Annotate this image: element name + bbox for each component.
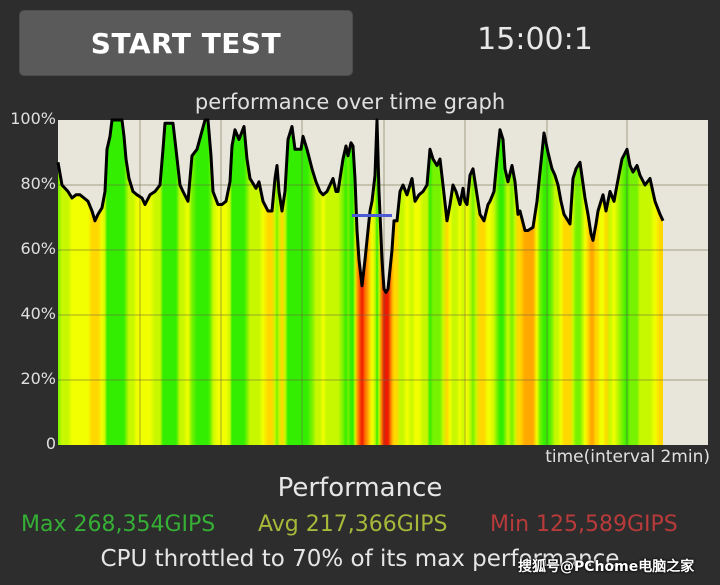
y-tick-100: 100% bbox=[10, 109, 56, 128]
performance-line bbox=[56, 118, 665, 294]
graph-title: performance over time graph bbox=[194, 90, 506, 114]
y-tick-0: 0 bbox=[45, 434, 56, 453]
y-tick-80: 80% bbox=[20, 174, 56, 193]
start-test-button[interactable]: START TEST bbox=[19, 10, 353, 76]
performance-heading: Performance bbox=[277, 473, 443, 503]
y-tick-40: 40% bbox=[20, 304, 56, 323]
min-performance: Min 125,589GIPS bbox=[490, 512, 678, 537]
x-axis-label: time(interval 2min) bbox=[545, 447, 710, 467]
y-tick-20: 20% bbox=[20, 369, 56, 388]
watermark: 搜狐号@PChome电脑之家 bbox=[518, 559, 695, 575]
y-tick-60: 60% bbox=[20, 239, 56, 258]
test-timer: 15:00:1 bbox=[477, 22, 593, 57]
avg-performance: Avg 217,366GIPS bbox=[258, 512, 448, 537]
throttle-message: CPU throttled to 70% of its max performa… bbox=[100, 546, 620, 572]
max-performance: Max 268,354GIPS bbox=[21, 512, 216, 537]
